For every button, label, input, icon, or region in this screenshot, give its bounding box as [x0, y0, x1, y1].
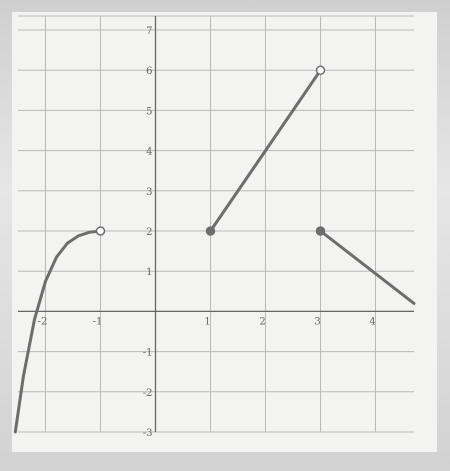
- y-tick-label: 7: [146, 26, 152, 37]
- x-tick-label: -1: [93, 316, 103, 327]
- y-tick-label: -2: [143, 388, 153, 399]
- y-tick-label: 3: [146, 187, 152, 198]
- y-tick-label: 5: [146, 106, 152, 117]
- graph-paper: [12, 12, 437, 452]
- curve-piece: [13, 229, 102, 434]
- y-tick-label: 6: [146, 66, 152, 77]
- x-tick-label: 2: [259, 316, 265, 327]
- open-endpoint: [315, 65, 326, 75]
- open-endpoint: [95, 226, 106, 236]
- y-tick-label: -1: [143, 348, 153, 359]
- closed-endpoint: [315, 226, 326, 236]
- x-tick-label: 1: [204, 316, 210, 327]
- x-tick-label: 3: [314, 316, 320, 327]
- y-tick-label: -3: [143, 428, 153, 439]
- graph-pieces: [13, 65, 416, 434]
- x-tick-label: -2: [38, 316, 48, 327]
- y-tick-label: 1: [146, 267, 152, 278]
- y-tick-label: 4: [146, 147, 152, 158]
- x-tick-label: 4: [369, 316, 375, 327]
- tick-labels: -2 -1 1 2 3 4 -3 -2 -1 1 2 3 4 5 6 7: [38, 26, 376, 439]
- axes: [18, 16, 414, 432]
- line-segment: [209, 68, 322, 233]
- y-tick-label: 2: [146, 227, 152, 238]
- grid: [18, 15, 414, 433]
- line-segment: [319, 229, 416, 305]
- closed-endpoint: [205, 226, 216, 236]
